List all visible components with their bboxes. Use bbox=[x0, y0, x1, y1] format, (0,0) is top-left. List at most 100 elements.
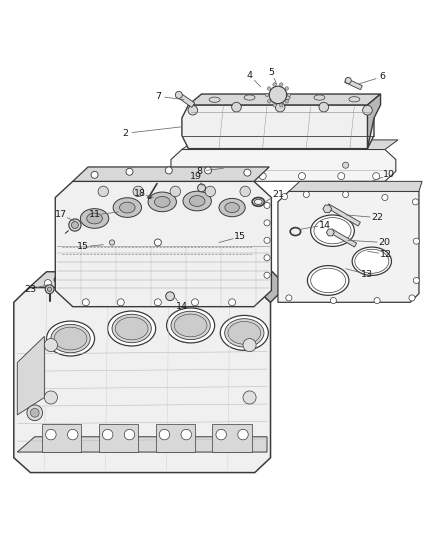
Polygon shape bbox=[255, 272, 287, 302]
Text: 2: 2 bbox=[122, 129, 128, 138]
Text: 7: 7 bbox=[155, 92, 161, 101]
Circle shape bbox=[205, 167, 212, 174]
Ellipse shape bbox=[148, 192, 177, 212]
Circle shape bbox=[133, 186, 144, 197]
Ellipse shape bbox=[54, 273, 91, 286]
Polygon shape bbox=[155, 424, 195, 452]
Polygon shape bbox=[212, 424, 252, 452]
Polygon shape bbox=[14, 287, 271, 473]
Circle shape bbox=[232, 102, 241, 112]
Ellipse shape bbox=[81, 208, 109, 228]
Circle shape bbox=[110, 240, 115, 245]
Polygon shape bbox=[99, 424, 138, 452]
Polygon shape bbox=[182, 105, 374, 149]
Circle shape bbox=[413, 277, 420, 284]
Ellipse shape bbox=[352, 247, 392, 276]
Ellipse shape bbox=[54, 327, 87, 350]
Text: 21: 21 bbox=[272, 190, 284, 199]
Text: 20: 20 bbox=[378, 238, 390, 247]
Circle shape bbox=[154, 239, 161, 246]
Circle shape bbox=[188, 106, 198, 115]
Circle shape bbox=[175, 92, 182, 99]
Circle shape bbox=[154, 299, 161, 306]
Ellipse shape bbox=[214, 274, 242, 282]
Circle shape bbox=[181, 430, 191, 440]
Polygon shape bbox=[188, 94, 381, 105]
Ellipse shape bbox=[166, 308, 215, 343]
Polygon shape bbox=[367, 94, 381, 149]
Polygon shape bbox=[55, 181, 272, 306]
Circle shape bbox=[220, 173, 227, 180]
Circle shape bbox=[413, 199, 419, 205]
Text: 6: 6 bbox=[380, 72, 386, 81]
Circle shape bbox=[69, 219, 81, 231]
Circle shape bbox=[47, 287, 52, 292]
Text: 22: 22 bbox=[371, 213, 383, 222]
Polygon shape bbox=[289, 181, 422, 191]
Circle shape bbox=[98, 186, 109, 197]
Circle shape bbox=[166, 292, 174, 301]
Text: 14: 14 bbox=[176, 302, 188, 311]
Circle shape bbox=[269, 86, 287, 103]
Circle shape bbox=[276, 102, 285, 112]
Ellipse shape bbox=[108, 311, 155, 346]
Circle shape bbox=[338, 173, 345, 180]
Ellipse shape bbox=[159, 270, 196, 282]
Ellipse shape bbox=[113, 198, 141, 217]
Polygon shape bbox=[17, 437, 267, 452]
Circle shape bbox=[200, 280, 207, 287]
Circle shape bbox=[126, 168, 133, 175]
Ellipse shape bbox=[307, 265, 349, 295]
Text: 11: 11 bbox=[88, 211, 101, 220]
Ellipse shape bbox=[225, 203, 239, 213]
Polygon shape bbox=[29, 272, 272, 287]
Ellipse shape bbox=[87, 213, 102, 224]
Circle shape bbox=[122, 280, 129, 287]
Circle shape bbox=[82, 299, 89, 306]
Circle shape bbox=[265, 93, 269, 96]
Circle shape bbox=[82, 280, 89, 287]
Ellipse shape bbox=[155, 197, 170, 207]
Circle shape bbox=[161, 280, 168, 287]
Circle shape bbox=[267, 100, 271, 103]
Ellipse shape bbox=[112, 314, 151, 343]
Circle shape bbox=[102, 430, 113, 440]
Text: 5: 5 bbox=[268, 68, 274, 77]
Circle shape bbox=[45, 285, 54, 294]
Ellipse shape bbox=[225, 319, 264, 347]
Polygon shape bbox=[171, 149, 396, 181]
Circle shape bbox=[44, 338, 57, 352]
Circle shape bbox=[382, 195, 388, 200]
Circle shape bbox=[264, 203, 270, 208]
Circle shape bbox=[374, 297, 380, 304]
Bar bbox=[330, 229, 357, 247]
Ellipse shape bbox=[115, 317, 148, 340]
Ellipse shape bbox=[111, 273, 139, 282]
Ellipse shape bbox=[228, 321, 261, 344]
Circle shape bbox=[264, 237, 270, 244]
Circle shape bbox=[243, 338, 256, 352]
Circle shape bbox=[264, 255, 270, 261]
Circle shape bbox=[44, 391, 57, 404]
Circle shape bbox=[191, 299, 198, 306]
Ellipse shape bbox=[59, 275, 87, 284]
Circle shape bbox=[44, 280, 51, 287]
Ellipse shape bbox=[244, 95, 255, 100]
Ellipse shape bbox=[349, 96, 360, 102]
Text: 13: 13 bbox=[361, 270, 374, 279]
Text: 4: 4 bbox=[247, 71, 253, 80]
Circle shape bbox=[159, 430, 170, 440]
Circle shape bbox=[409, 295, 415, 301]
Circle shape bbox=[343, 162, 349, 168]
Circle shape bbox=[273, 83, 276, 86]
Text: 15: 15 bbox=[234, 232, 246, 241]
Bar bbox=[176, 92, 195, 107]
Circle shape bbox=[286, 295, 292, 301]
Ellipse shape bbox=[51, 325, 90, 353]
Circle shape bbox=[91, 171, 98, 179]
Text: 10: 10 bbox=[383, 171, 395, 179]
Ellipse shape bbox=[314, 95, 325, 100]
Circle shape bbox=[185, 173, 192, 180]
Text: 15: 15 bbox=[77, 243, 89, 252]
Circle shape bbox=[67, 430, 78, 440]
